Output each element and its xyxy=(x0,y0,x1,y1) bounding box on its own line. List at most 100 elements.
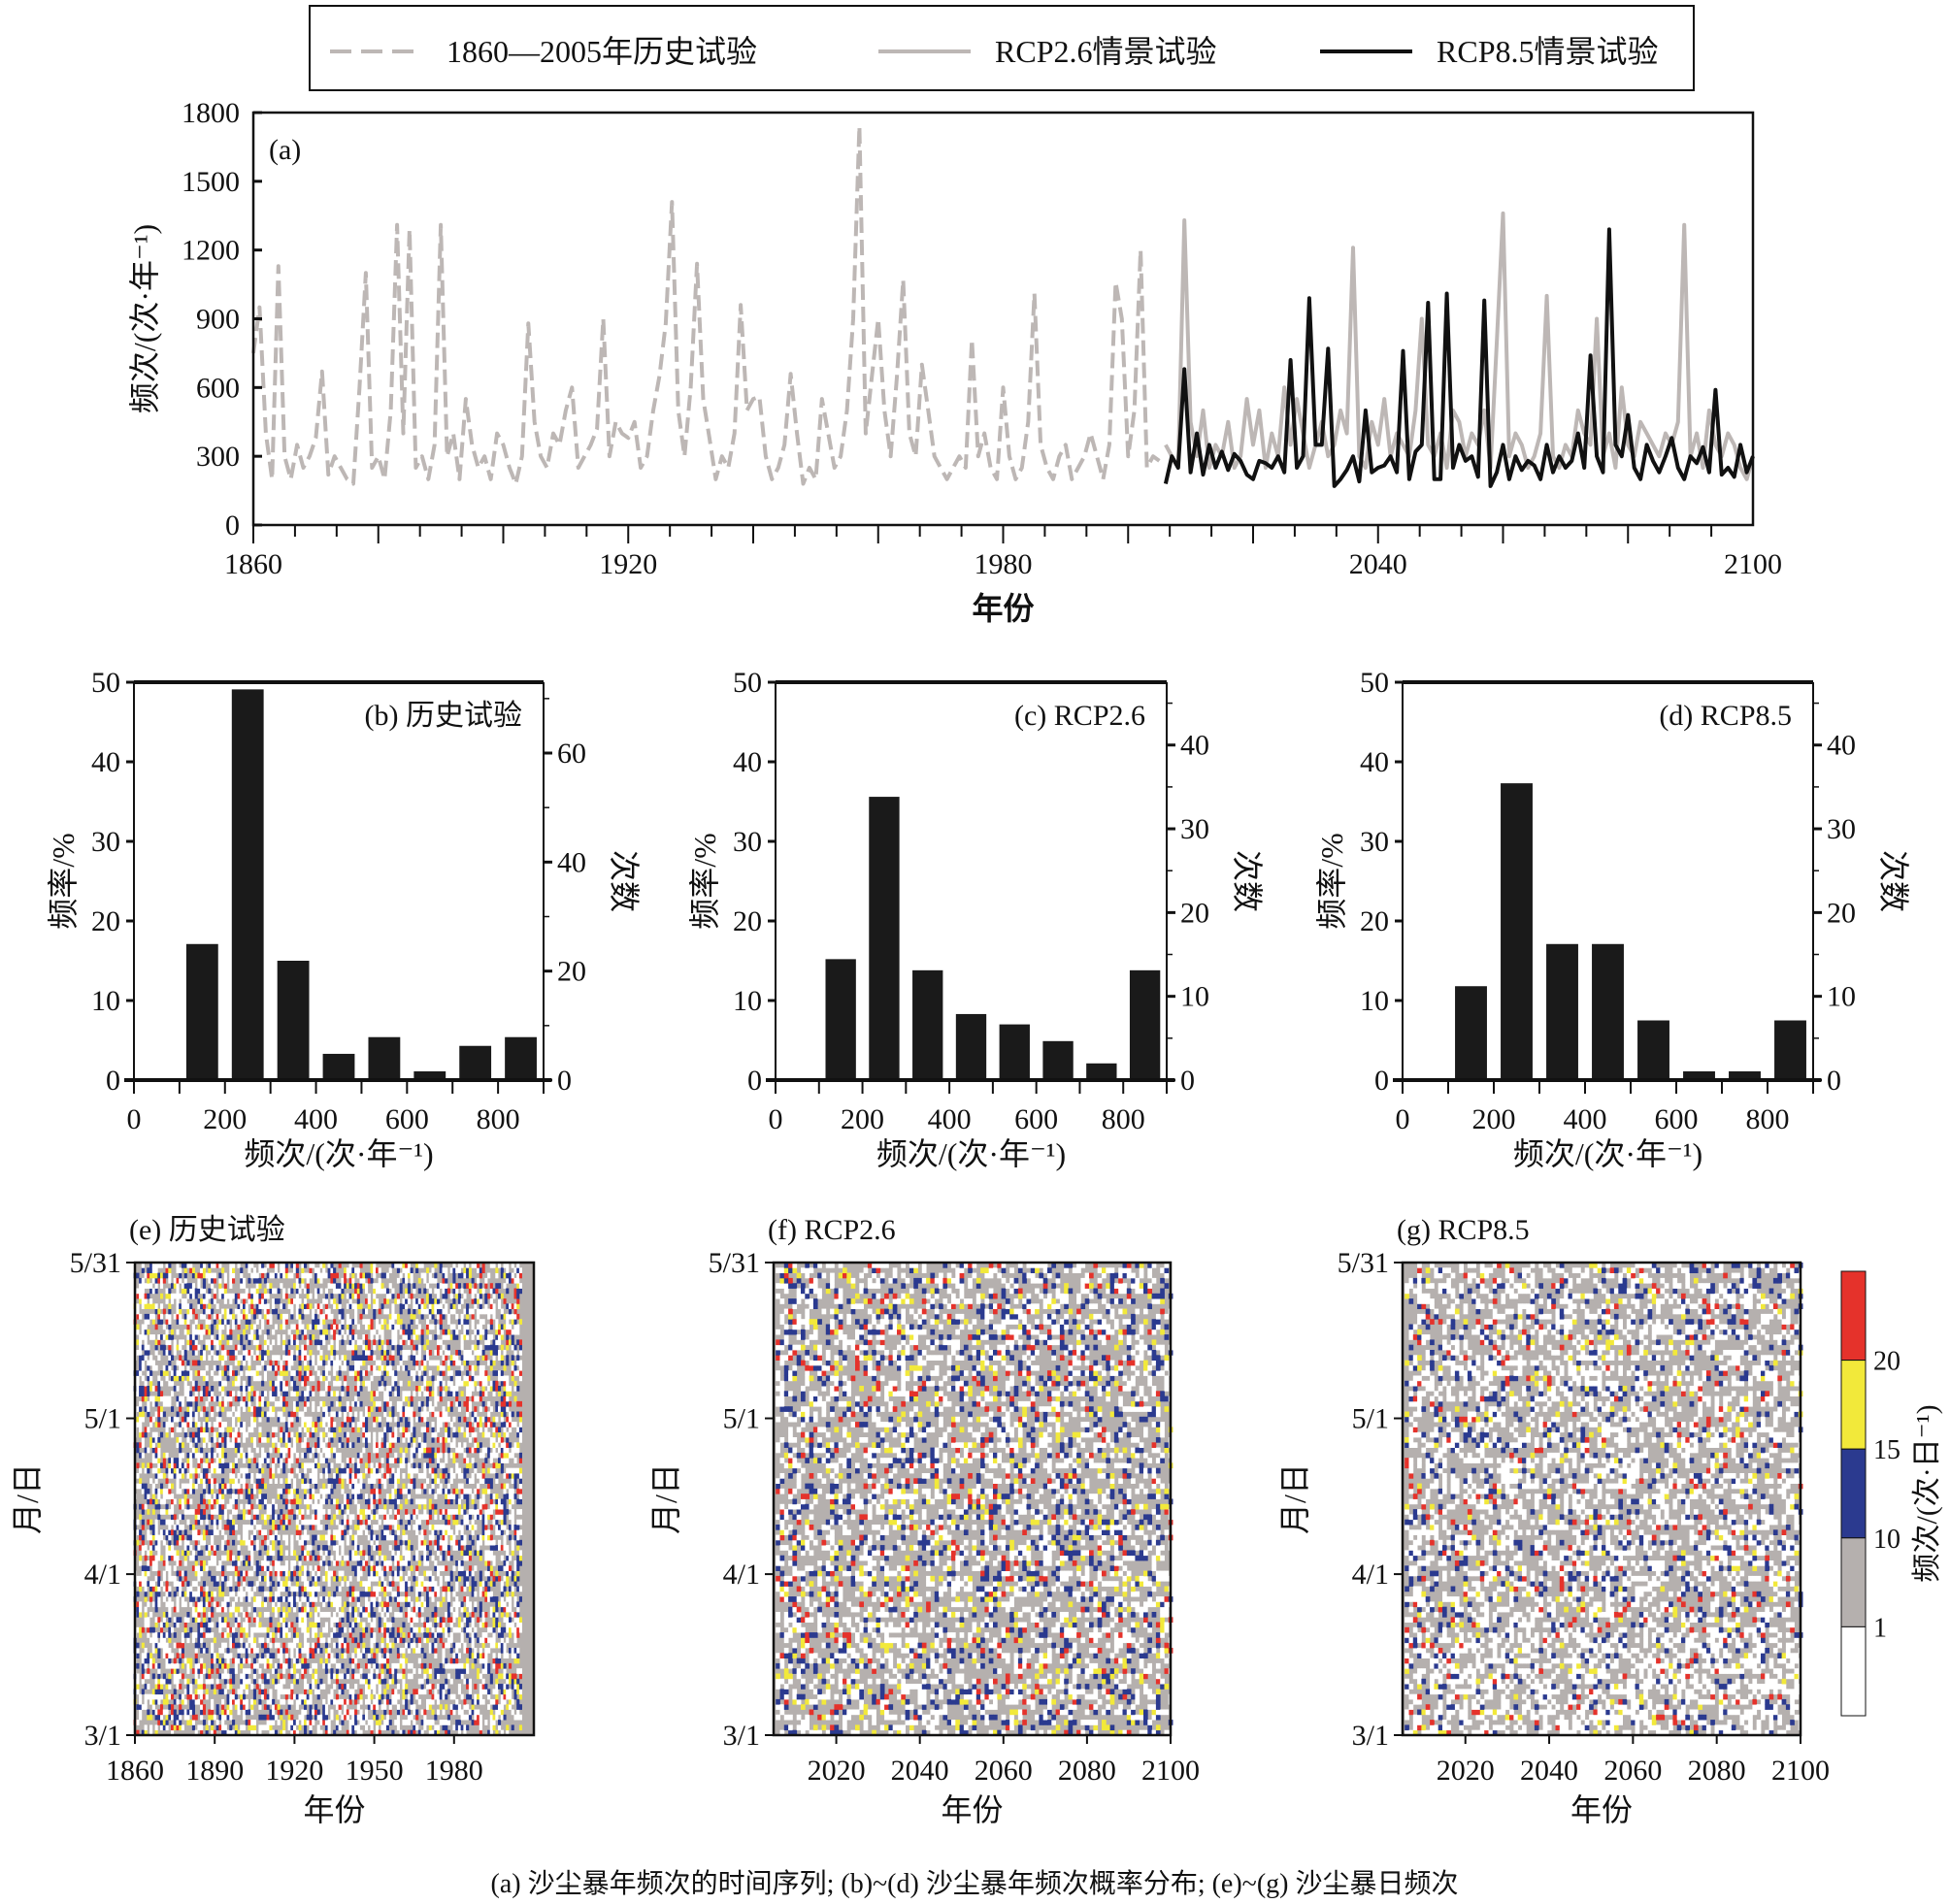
heatmap-cell xyxy=(295,1288,299,1295)
heatmap-cell xyxy=(263,1503,267,1510)
heatmap-cell xyxy=(160,1720,164,1725)
heatmap-cell xyxy=(351,1329,355,1335)
heatmap-cell xyxy=(370,1483,374,1490)
heatmap-cell xyxy=(365,1591,369,1597)
heatmap-cell xyxy=(250,1637,254,1644)
heatmap-cell xyxy=(333,1298,337,1304)
heatmap-cell xyxy=(309,1709,313,1716)
heatmap-cell xyxy=(202,1442,206,1448)
heatmap-cell xyxy=(293,1658,297,1664)
heatmap-cell xyxy=(211,1272,215,1279)
heatmap-cell xyxy=(354,1606,358,1613)
heatmap-cell xyxy=(171,1375,175,1382)
heatmap-cell xyxy=(346,1555,349,1561)
heatmap-cell xyxy=(272,1519,276,1526)
heatmap-cell xyxy=(348,1729,352,1736)
heatmap-cell xyxy=(354,1714,358,1721)
heatmap-cell xyxy=(205,1648,209,1654)
heatmap-cell xyxy=(341,1570,345,1577)
heatmap-cell xyxy=(226,1601,230,1608)
heatmap-cell xyxy=(280,1658,283,1664)
heatmap-cell xyxy=(301,1329,305,1335)
heatmap-cell xyxy=(157,1575,161,1582)
heatmap-cell xyxy=(149,1662,153,1669)
heatmap-cell xyxy=(314,1622,318,1628)
heatmap-cell xyxy=(335,1411,339,1418)
heatmap-cell xyxy=(362,1673,366,1680)
heatmap-cell xyxy=(154,1632,158,1638)
heatmap-cell xyxy=(208,1570,212,1577)
heatmap-cell xyxy=(344,1684,347,1690)
heatmap-cell xyxy=(171,1406,175,1412)
heatmap-cell xyxy=(154,1498,158,1505)
heatmap-cell xyxy=(362,1319,366,1325)
heatmap-cell xyxy=(298,1308,302,1315)
heatmap-cell xyxy=(221,1689,225,1695)
heatmap-cell xyxy=(359,1698,363,1705)
heatmap-cell xyxy=(319,1525,323,1530)
heatmap-cell xyxy=(367,1581,371,1587)
heatmap-cell xyxy=(338,1525,342,1530)
heatmap-cell xyxy=(141,1483,145,1490)
heatmap-cell xyxy=(338,1293,342,1299)
heatmap-cell xyxy=(160,1303,164,1309)
heatmap-cell xyxy=(139,1514,143,1521)
heatmap-cell xyxy=(234,1606,238,1613)
heatmap-cell xyxy=(245,1293,248,1299)
heatmap-cell xyxy=(191,1386,195,1392)
heatmap-cell xyxy=(223,1437,227,1443)
heatmap-cell xyxy=(309,1494,313,1499)
heatmap-cell xyxy=(280,1370,283,1376)
heatmap-cell xyxy=(373,1355,377,1361)
heatmap-cell xyxy=(314,1462,318,1469)
heatmap-cell xyxy=(181,1452,184,1459)
heatmap-cell xyxy=(344,1467,347,1474)
heatmap-cell xyxy=(186,1720,190,1725)
heatmap-cell xyxy=(293,1391,297,1396)
heatmap-cell xyxy=(306,1693,310,1700)
heatmap-cell xyxy=(223,1534,227,1541)
heatmap-cell xyxy=(346,1560,349,1566)
heatmap-cell xyxy=(151,1658,155,1664)
heatmap-cell xyxy=(304,1462,308,1469)
heatmap-cell xyxy=(157,1668,161,1674)
heatmap-cell xyxy=(351,1272,355,1279)
heatmap-cell xyxy=(147,1709,150,1716)
heatmap-cell xyxy=(200,1519,204,1526)
heatmap-cell xyxy=(183,1689,187,1695)
heatmap-cell xyxy=(282,1626,286,1633)
heatmap-cell xyxy=(359,1519,363,1526)
heatmap-cell xyxy=(208,1272,212,1279)
heatmap-cell xyxy=(168,1483,172,1490)
heatmap-cell xyxy=(290,1729,294,1736)
heatmap-cell xyxy=(324,1709,328,1716)
heatmap-cell xyxy=(165,1601,169,1608)
heatmap-cell xyxy=(258,1529,262,1535)
heatmap-cell xyxy=(252,1637,256,1644)
heatmap-cell xyxy=(284,1344,288,1351)
heatmap-cell xyxy=(173,1293,177,1299)
heatmap-cell xyxy=(194,1313,198,1320)
heatmap-cell xyxy=(306,1462,310,1469)
heatmap-cell xyxy=(245,1596,248,1602)
heatmap-cell xyxy=(335,1334,339,1340)
heatmap-cell xyxy=(274,1267,278,1273)
heatmap-cell xyxy=(367,1648,371,1654)
heatmap-cell xyxy=(354,1720,358,1725)
heatmap-cell xyxy=(151,1452,155,1459)
heatmap-cell xyxy=(183,1498,187,1505)
y-tick-label: 1800 xyxy=(182,97,240,129)
heatmap-cell xyxy=(205,1375,209,1382)
heatmap-cell xyxy=(261,1355,265,1361)
heatmap-cell xyxy=(176,1462,180,1469)
heatmap-cell xyxy=(341,1525,345,1530)
heatmap-cell xyxy=(346,1431,349,1438)
heatmap-cell xyxy=(319,1277,323,1284)
heatmap-cell xyxy=(141,1386,145,1392)
heatmap-cell xyxy=(215,1503,219,1510)
heatmap-cell xyxy=(301,1509,305,1515)
heatmap-cell xyxy=(284,1586,288,1592)
heatmap-cell xyxy=(237,1334,241,1340)
heatmap-cell xyxy=(359,1689,363,1695)
heatmap-cell xyxy=(223,1462,227,1469)
